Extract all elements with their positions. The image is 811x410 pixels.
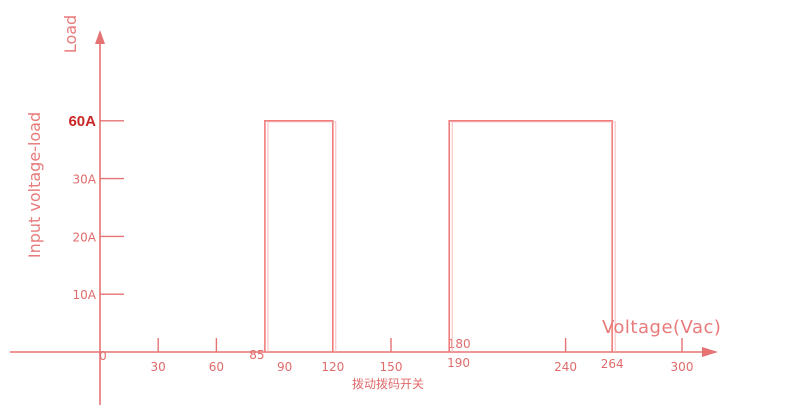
x-tick-label: 60	[209, 360, 224, 374]
y-tick-label: 30A	[73, 173, 97, 187]
x-tick-label: 90	[277, 360, 292, 374]
y-axis-title: Input voltage-load	[25, 112, 44, 258]
x-tick-label: 190	[447, 356, 470, 370]
series-line-shadow-2	[451, 121, 616, 352]
series-line-2	[448, 120, 613, 352]
series-line-shadow-1	[267, 121, 337, 352]
x-axis-arrow	[702, 347, 718, 357]
x-tick-label: 150	[380, 360, 403, 374]
y-tick-label: 20A	[73, 230, 97, 244]
series-group	[264, 120, 616, 352]
axes	[10, 30, 718, 405]
x-tick-label: 85	[249, 348, 264, 362]
x-origin-label: 0	[99, 349, 107, 363]
x-ticks: 30 60 85 90 120 150 180 190 240 264 300	[151, 337, 694, 374]
x-tick-label: 120	[321, 360, 344, 374]
x-tick-label: 240	[554, 360, 577, 374]
x-tick-label: 300	[671, 360, 694, 374]
y-tick-label: 60A	[68, 113, 96, 130]
switch-label: 拨动拨码开关	[352, 377, 424, 391]
y-tick-label: 10A	[73, 288, 97, 302]
y-axis-arrow-label: Load	[61, 15, 80, 53]
y-ticks: 10A 20A 30A 60A	[68, 113, 124, 302]
x-tick-label: 180	[448, 337, 471, 351]
series-line-1	[264, 120, 334, 352]
x-axis-title: Voltage(Vac)	[602, 317, 721, 338]
y-axis-arrow	[95, 30, 105, 44]
x-tick-label: 30	[151, 360, 166, 374]
x-tick-label: 264	[601, 357, 624, 371]
